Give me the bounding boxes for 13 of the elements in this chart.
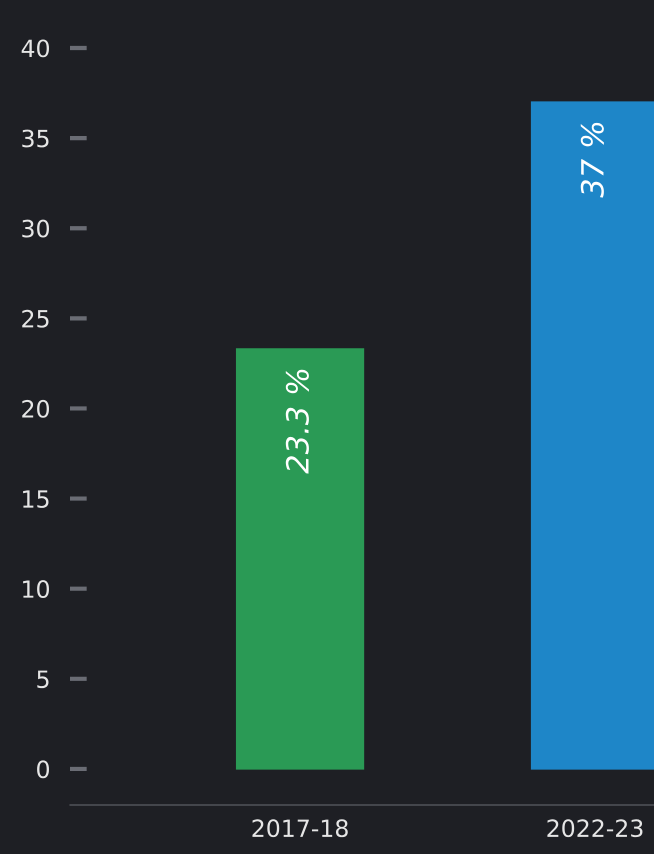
y-tick-label: 20: [22, 400, 49, 418]
data-label: 23.3 %: [286, 370, 309, 474]
y-tick-label: 35: [22, 130, 48, 148]
y-tick-label: 15: [23, 490, 48, 508]
y-tick-label: 30: [22, 220, 49, 238]
x-tick-label: 2022-23: [547, 819, 642, 838]
y-tick-label: 0: [37, 760, 49, 778]
y-tick-label: 10: [23, 580, 49, 598]
x-tick-label: 2017-18: [252, 819, 348, 838]
y-tick-label: 5: [37, 670, 48, 688]
y-tick-label: 25: [22, 310, 48, 328]
data-label: 37 %: [580, 122, 604, 198]
y-tick-label: 40: [22, 39, 49, 58]
